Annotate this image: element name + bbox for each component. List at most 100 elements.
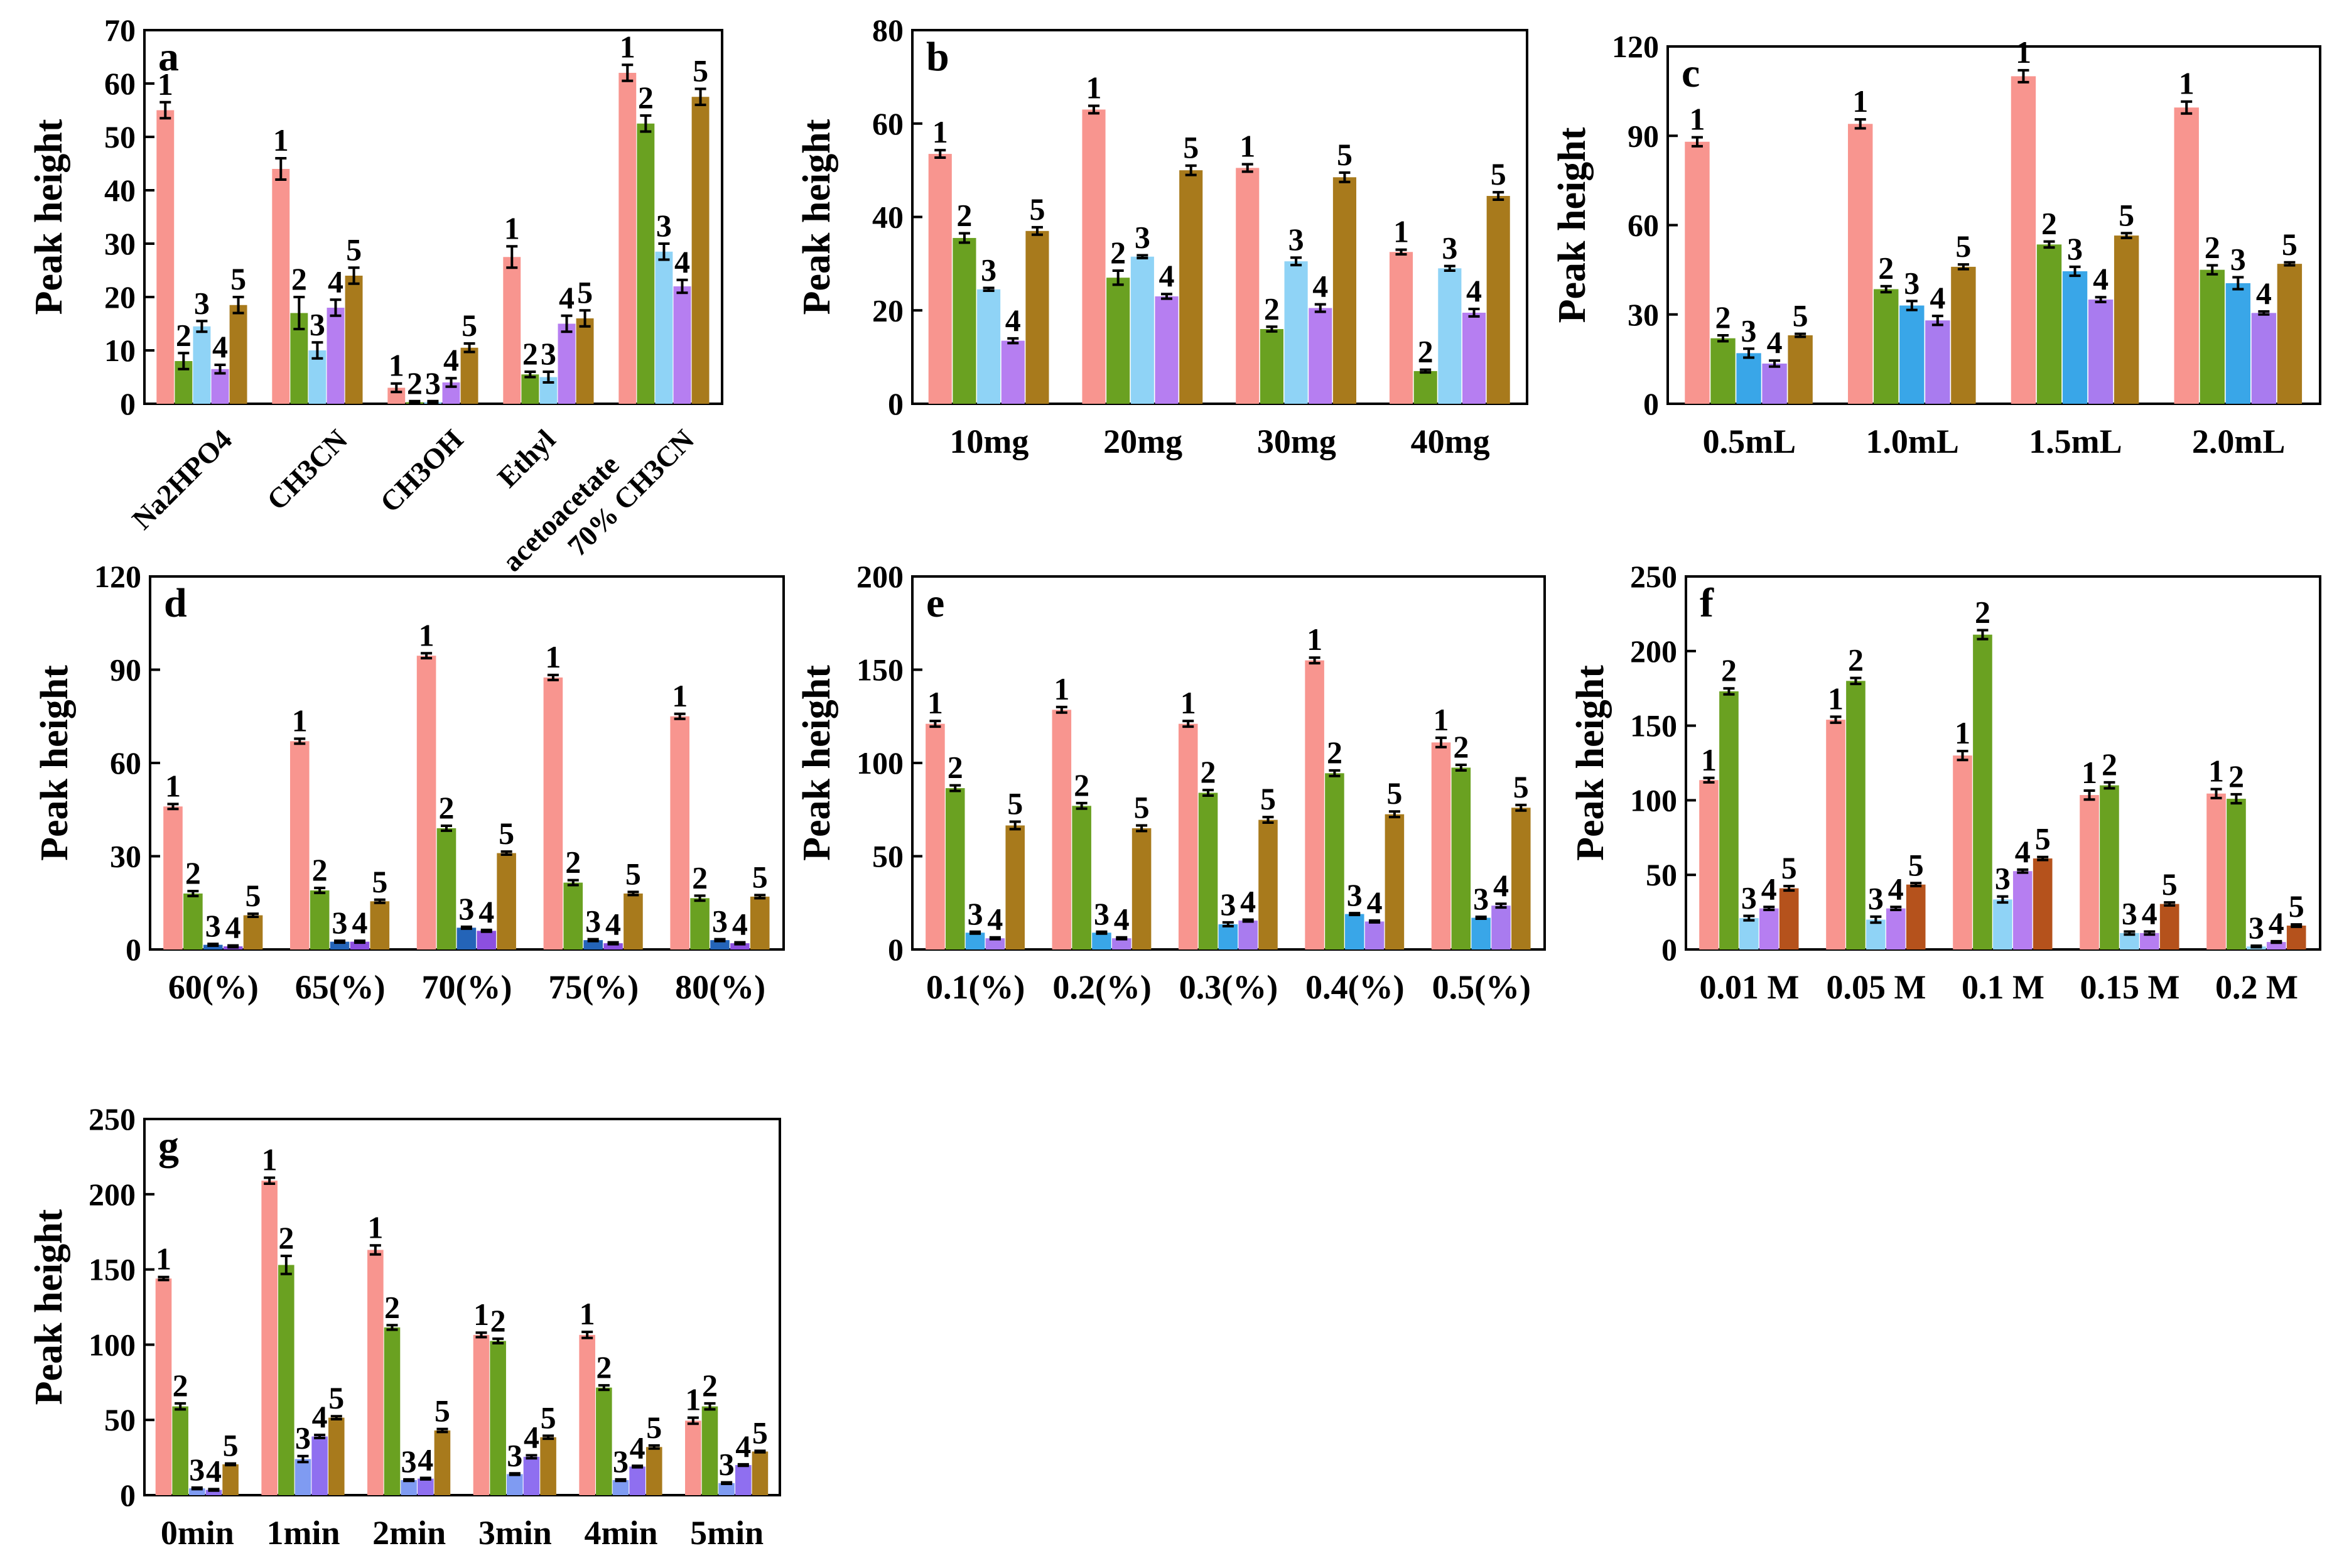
x-tick-label: CH3CN [261,423,354,516]
bar-d-75(%)-s5 [624,893,643,949]
bar-f-0.2 M-s4 [2266,942,2286,949]
bar-g-3min-s4 [523,1456,540,1495]
panel-letter: g [158,1123,179,1169]
bar-c-0.5mL-s2 [1710,338,1736,404]
series-label: 4 [312,1399,328,1434]
series-label: 3 [2230,241,2246,276]
y-tick-label: 0 [888,386,904,421]
series-label: 1 [1393,214,1409,249]
plot-frame [143,1118,781,1496]
x-tick-label: 0.15 M [2080,968,2180,1006]
bar-a-70% CH3CN-s5 [691,97,710,404]
x-tick-label: 0.05 M [1827,968,1926,1006]
series-label: 1 [473,1297,489,1332]
series-label: 4 [1005,303,1021,338]
y-axis-label: Peak height [796,119,838,315]
bar-d-70(%)-s2 [436,828,456,949]
bar-a-70% CH3CN-s1 [618,73,637,404]
bar-c-2.0mL-s1 [2174,107,2199,404]
series-label: 5 [462,308,477,343]
bar-g-5min-s2 [701,1406,718,1495]
bar-f-0.1 M-s4 [2012,871,2033,949]
y-tick-label: 0 [1661,932,1677,967]
bar-e-0.1(%)-s3 [965,933,985,949]
bar-g-1min-s5 [328,1417,345,1495]
series-label: 3 [981,252,996,288]
bar-b-20mg-s4 [1155,296,1179,404]
series-label: 2 [948,750,963,785]
bar-g-0min-s4 [205,1490,222,1495]
y-tick-label: 40 [872,200,904,235]
series-label: 5 [2289,889,2304,924]
series-label: 4 [2093,261,2109,296]
y-tick-label: 150 [1630,708,1677,743]
series-label: 5 [1781,850,1797,885]
bar-g-3min-s3 [507,1474,523,1495]
y-axis-label: Peak height [28,1209,70,1405]
y-tick-label: 20 [104,279,136,315]
series-label: 1 [273,122,289,158]
series-label: 5 [1260,781,1276,816]
series-label: 4 [1493,868,1509,903]
x-tick-label: 1min [266,1514,340,1552]
bar-d-80(%)-s4 [730,943,750,949]
bar-e-0.4(%)-s3 [1344,914,1364,949]
bar-f-0.05 M-s1 [1826,720,1845,949]
y-tick-label: 40 [104,173,136,208]
x-tick-label: 5min [690,1514,764,1552]
series-label: 2 [565,845,581,880]
bar-f-0.01 M-s2 [1719,691,1739,949]
bar-e-0.1(%)-s2 [945,788,965,949]
series-label: 3 [205,908,221,943]
series-label: 1 [1689,102,1705,137]
bar-b-20mg-s5 [1179,170,1203,404]
bar-g-3min-s1 [473,1334,490,1495]
series-label: 4 [478,894,494,929]
series-label: 4 [418,1442,433,1477]
bar-e-0.4(%)-s1 [1305,660,1324,949]
series-label: 3 [2067,231,2083,266]
bar-b-30mg-s4 [1309,308,1332,404]
y-tick-label: 0 [120,1478,136,1513]
bar-b-30mg-s3 [1284,261,1308,404]
series-label: 2 [1721,652,1737,688]
series-label: 2 [1878,251,1894,286]
bar-g-5min-s1 [685,1420,701,1495]
bar-g-0min-s2 [172,1406,188,1495]
y-tick-label: 0 [1643,386,1659,421]
series-label: 5 [1955,229,1971,264]
bar-e-0.2(%)-s4 [1112,938,1131,949]
series-label: 4 [1888,871,1904,906]
x-tick-label: 20mg [1103,423,1182,460]
y-tick-label: 60 [872,106,904,141]
bar-a-70% CH3CN-s4 [673,286,691,404]
bar-d-65(%)-s2 [310,890,330,949]
series-label: 5 [752,1415,768,1450]
bar-g-1min-s3 [294,1459,311,1495]
series-label: 1 [932,114,948,149]
y-axis-label: Peak height [1569,665,1612,861]
x-tick-label: 2.0mL [2192,423,2286,460]
series-label: 2 [522,336,538,371]
series-label: 1 [927,685,943,720]
series-label: 1 [1701,742,1717,777]
bar-c-1.5mL-s2 [2036,244,2062,404]
series-label: 1 [580,1296,595,1331]
x-tick-label: 0.2(%) [1052,968,1151,1006]
bar-b-40mg-s1 [1389,252,1413,404]
bar-b-40mg-s2 [1413,370,1437,404]
series-label: 1 [685,1382,701,1417]
bar-b-40mg-s4 [1462,312,1486,404]
y-tick-label: 150 [89,1252,136,1287]
series-label: 5 [346,232,362,267]
bar-e-0.2(%)-s3 [1092,933,1111,949]
bar-c-2.0mL-s2 [2200,269,2225,404]
series-label: 4 [559,280,575,315]
y-tick-label: 0 [126,932,141,967]
bar-b-40mg-s3 [1438,268,1462,404]
bar-g-2min-s5 [434,1430,451,1495]
series-label: 3 [656,208,672,243]
bar-e-0.5(%)-s3 [1471,917,1491,949]
bar-c-1.5mL-s1 [2011,76,2036,404]
